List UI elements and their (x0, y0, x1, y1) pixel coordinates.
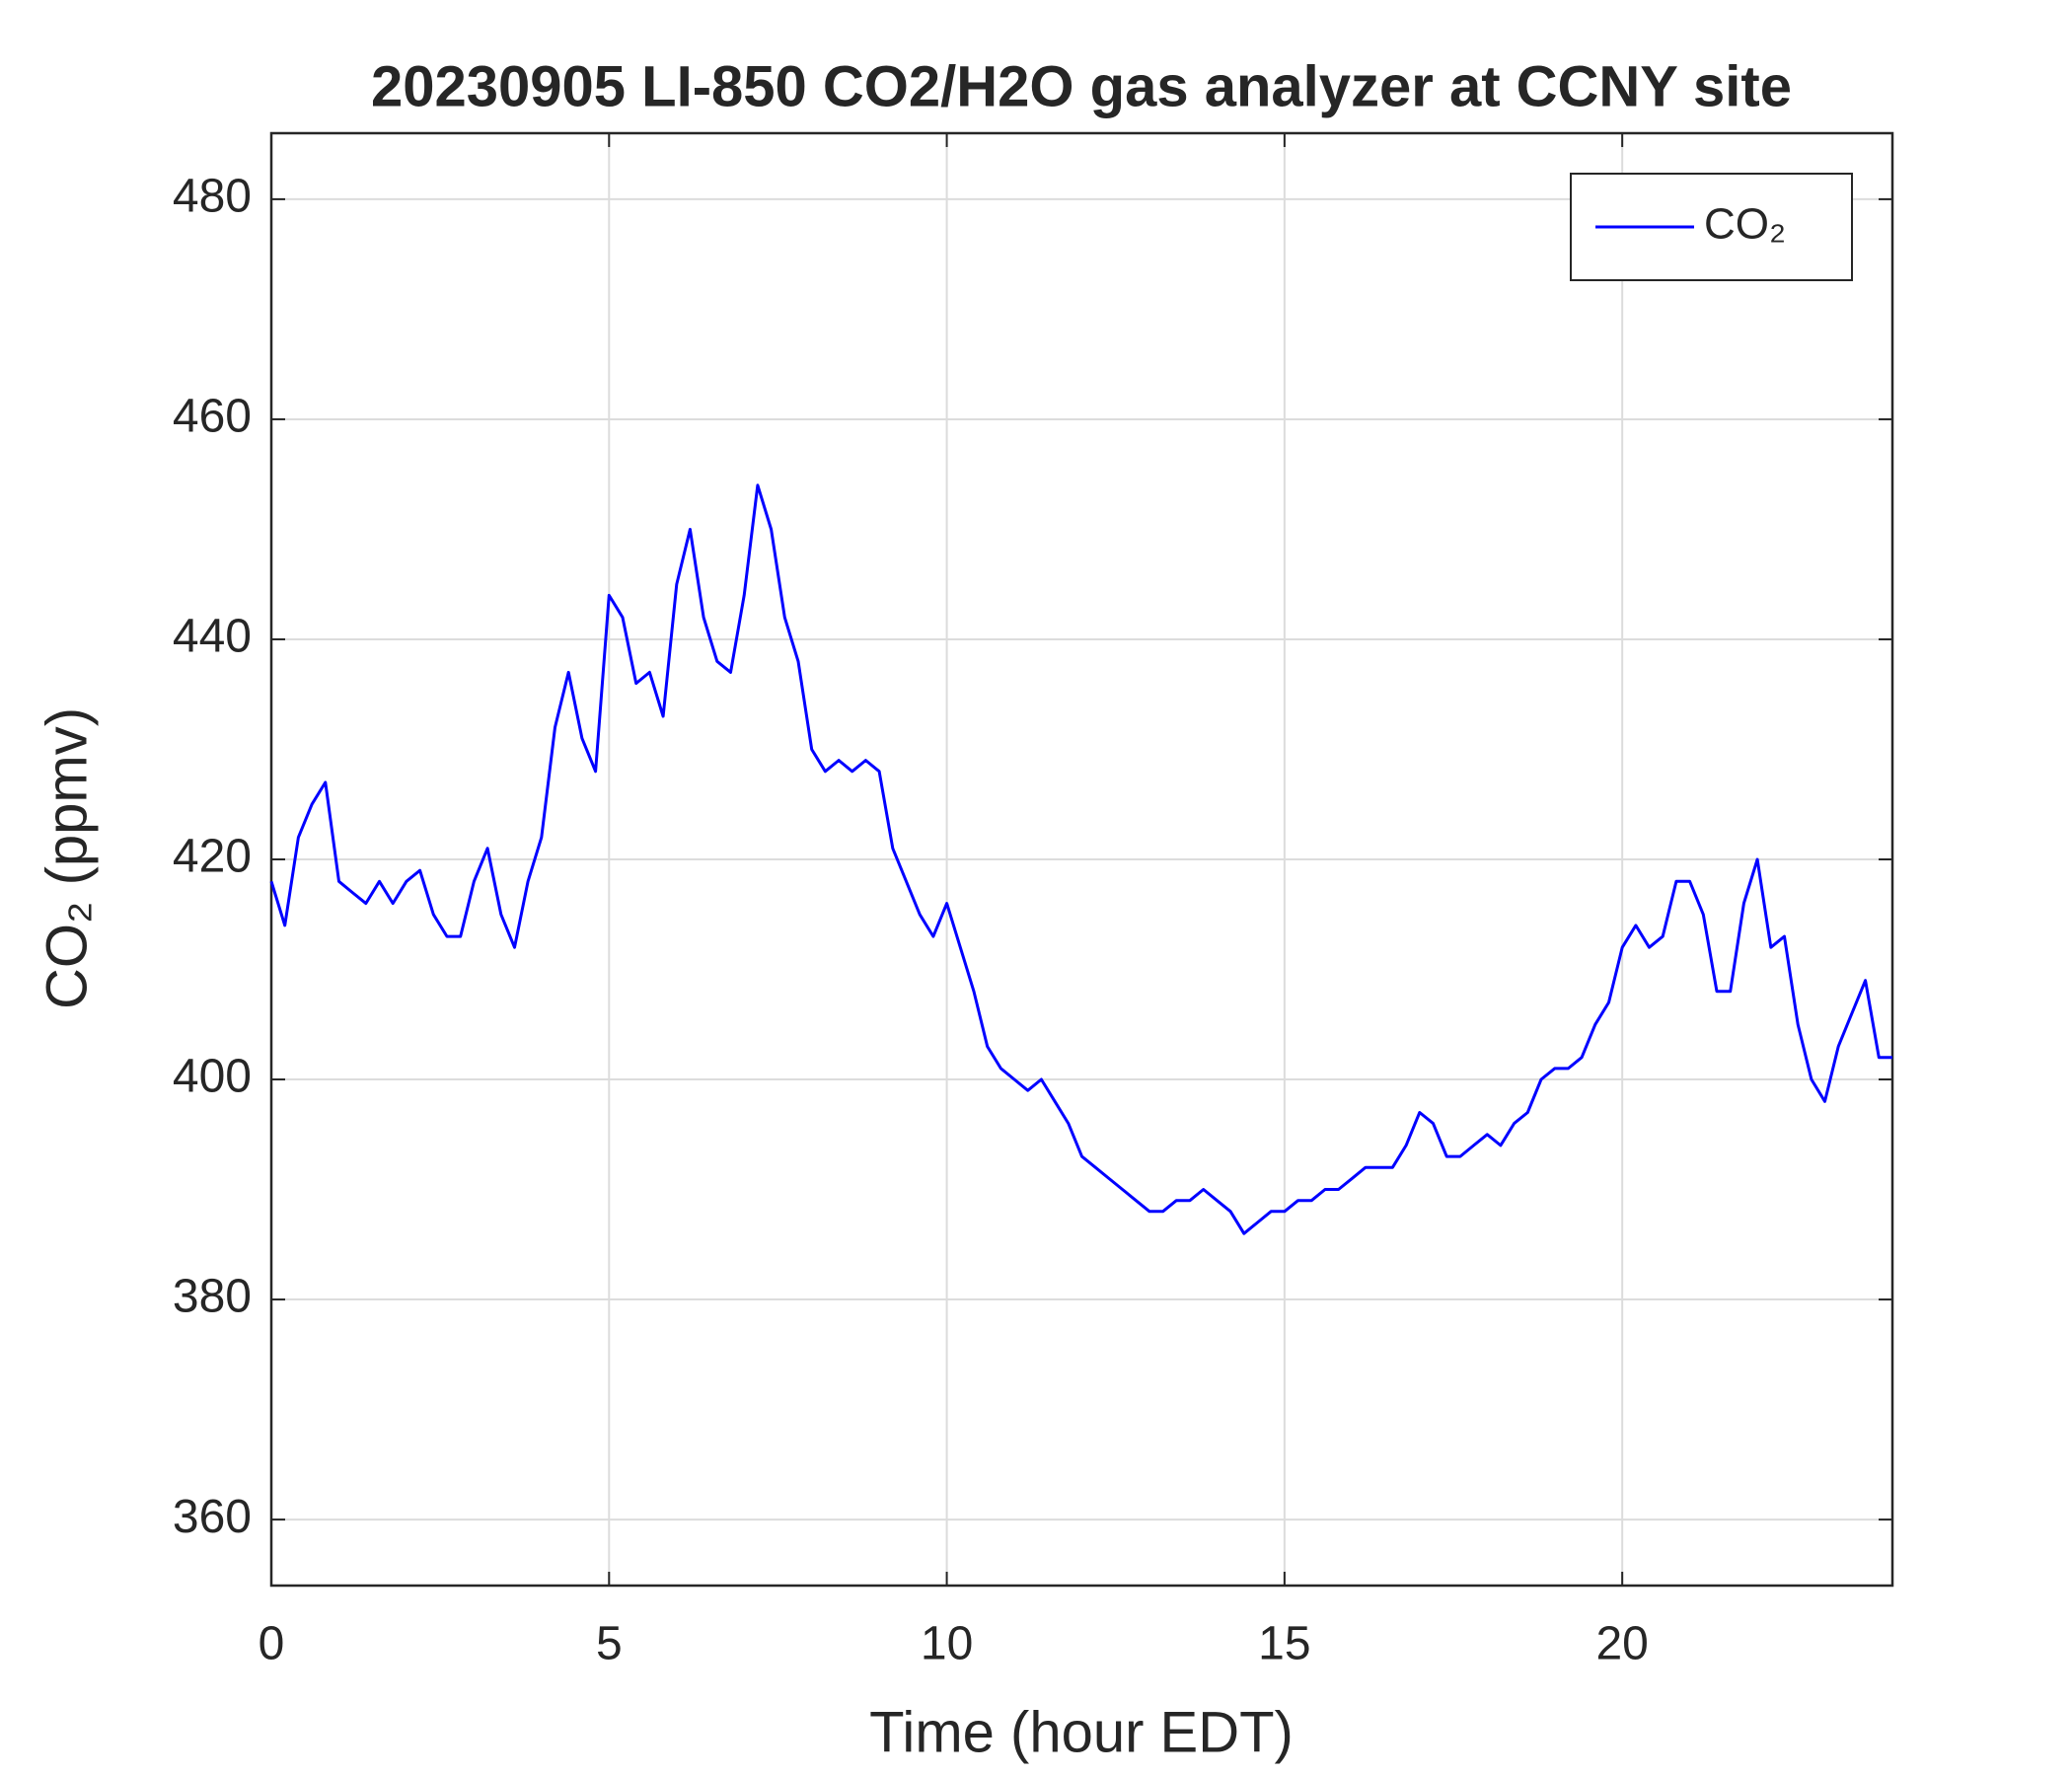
x-axis-label: Time (hour EDT) (869, 1700, 1294, 1764)
x-tick-label: 5 (596, 1618, 623, 1670)
legend-label: CO₂ (1704, 200, 1786, 249)
data-line (269, 483, 1892, 1235)
x-tick-label: 10 (921, 1618, 973, 1670)
y-tick-label: 360 (173, 1491, 252, 1543)
y-axis-label: CO₂ (ppmv) (35, 707, 99, 1009)
y-tick-label: 460 (173, 391, 252, 443)
y-tick-label: 420 (173, 831, 252, 883)
x-tick-label: 15 (1258, 1618, 1310, 1670)
plot-frame (269, 131, 1894, 1588)
chart-title: 20230905 LI-850 CO2/H2O gas analyzer at … (371, 54, 1792, 118)
x-tick-label: 0 (259, 1618, 285, 1670)
y-tick-label: 440 (173, 611, 252, 663)
y-tick-label: 400 (173, 1051, 252, 1103)
y-tick-label: 480 (173, 171, 252, 223)
x-tick-label: 20 (1595, 1618, 1648, 1670)
y-tick-label: 380 (173, 1271, 252, 1323)
